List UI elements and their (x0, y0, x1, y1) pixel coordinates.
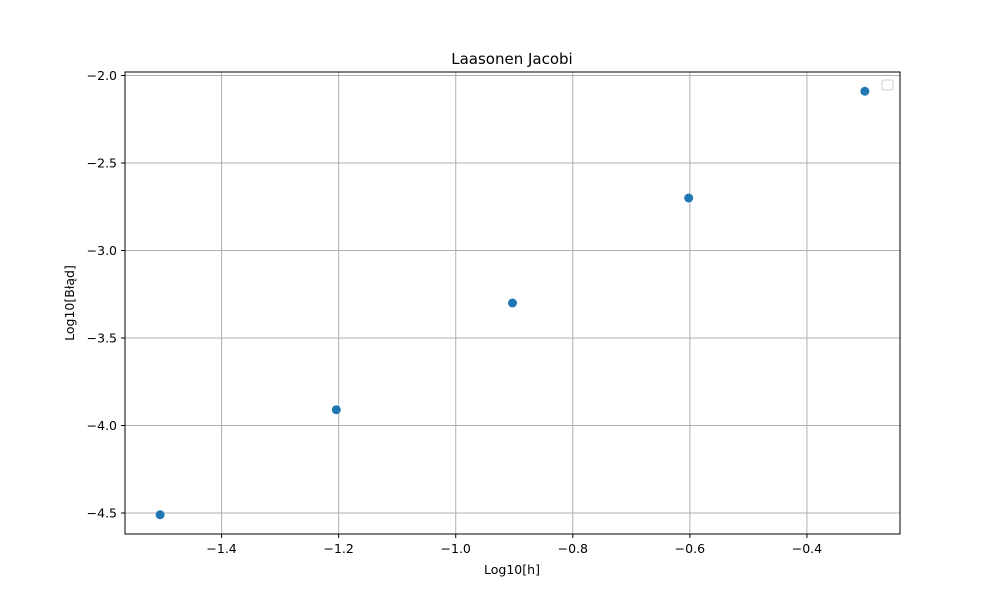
y-tick-label: −2.0 (87, 68, 117, 83)
axis-ticks: −1.4 −1.2 −1.0 −0.8 −0.6 −0.4 −4.5 −4.0 −3.5 −3.0… (87, 68, 823, 556)
x-tick-label: −1.0 (441, 541, 471, 556)
chart-title: Laasonen Jacobi (451, 50, 572, 68)
data-point (860, 86, 870, 96)
x-axis-label: Log10[h] (484, 562, 540, 577)
data-points (155, 86, 870, 520)
y-tick-label: −4.0 (87, 418, 117, 433)
x-tick-label: −1.2 (323, 541, 353, 556)
x-tick-label: −0.4 (792, 541, 822, 556)
y-axis-label: Log10[Błąd] (62, 265, 77, 341)
x-tick-label: −0.8 (558, 541, 588, 556)
data-point (155, 510, 165, 520)
x-tick-label: −1.4 (206, 541, 236, 556)
data-point (684, 193, 694, 203)
grid (125, 72, 900, 534)
data-point (508, 298, 517, 308)
x-tick-label: −0.6 (675, 541, 705, 556)
y-tick-label: −4.5 (87, 506, 117, 521)
y-tick-label: −2.5 (87, 156, 117, 171)
plot-frame (124, 71, 901, 535)
y-tick-label: −3.0 (87, 243, 117, 258)
data-point (331, 405, 341, 415)
legend (881, 79, 894, 91)
y-tick-label: −3.5 (87, 331, 117, 346)
